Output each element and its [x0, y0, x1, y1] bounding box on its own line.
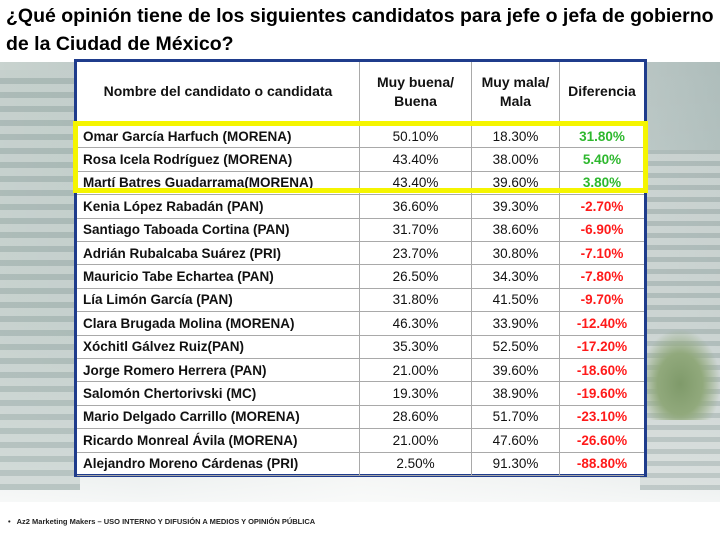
bad-opinion-cell: 39.30% — [472, 195, 560, 218]
header-name: Nombre del candidato o candidata — [77, 62, 360, 122]
table-row: Mauricio Tabe Echartea (PAN) 26.50% 34.30%… — [77, 265, 644, 289]
table-row: Adrián Rubalcaba Suárez (PRI) 23.70% 30.80… — [77, 242, 644, 266]
bad-opinion-cell: 30.80% — [472, 242, 560, 265]
candidate-name-cell: Clara Brugada Molina (MORENA) — [77, 312, 360, 335]
header-name-label: Nombre del candidato o candidata — [103, 83, 333, 99]
table-row: Ricardo Monreal Ávila (MORENA) 21.00% 47.6… — [77, 429, 644, 453]
table-row: Santiago Taboada Cortina (PAN) 31.70% 38.6… — [77, 218, 644, 242]
bad-opinion-cell: 41.50% — [472, 288, 560, 312]
bad-opinion-cell: 18.30% — [472, 125, 560, 148]
header-bad: Muy mala/ Mala — [472, 62, 560, 122]
header-good-label: Muy buena/ Buena — [377, 73, 454, 111]
header-good-line2: Buena — [394, 92, 437, 109]
slide-title: ¿Qué opinión tiene de los siguientes can… — [6, 5, 714, 55]
bad-opinion-cell: 33.90% — [472, 312, 560, 335]
table-row: Lía Limón García (PAN) 31.80% 41.50% -9.70% — [77, 288, 644, 313]
table-row: Kenia López Rabadán (PAN) 36.60% 39.30% -2.… — [77, 195, 644, 219]
difference-cell: -26.60% — [576, 432, 628, 448]
good-opinion-cell: 43.40% — [360, 148, 472, 171]
background-building-left — [0, 70, 80, 490]
good-opinion-cell: 50.10% — [360, 125, 472, 148]
footer-text: Az2 Marketing Makers – USO INTERNO Y DIF… — [16, 517, 316, 526]
header-good-line1: Muy buena/ — [376, 73, 454, 90]
header-diff-label: Diferencia — [568, 83, 636, 99]
candidate-name-cell: Xóchitl Gálvez Ruiz(PAN) — [77, 335, 360, 358]
good-opinion-cell: 23.70% — [360, 242, 472, 265]
bad-opinion-cell: 47.60% — [472, 429, 560, 452]
difference-cell: -12.40% — [576, 315, 628, 331]
header-good: Muy buena/ Buena — [360, 62, 472, 122]
good-opinion-cell: 21.00% — [360, 359, 472, 382]
difference-cell: 5.40% — [582, 152, 622, 168]
good-opinion-cell: 31.70% — [360, 218, 472, 241]
good-opinion-cell: 2.50% — [360, 452, 472, 475]
candidate-name-cell: Ricardo Monreal Ávila (MORENA) — [77, 429, 360, 452]
bad-opinion-cell: 34.30% — [472, 265, 560, 288]
bad-opinion-cell: 91.30% — [472, 452, 560, 475]
footer-bullet: • — [8, 517, 11, 526]
table-row: Omar García Harfuch (MORENA) 50.10% 18.30%… — [77, 125, 644, 149]
background-building-right — [640, 150, 720, 490]
difference-cell: -88.80% — [576, 456, 628, 472]
difference-cell: 3.80% — [582, 175, 622, 191]
candidate-name-cell: Mauricio Tabe Echartea (PAN) — [77, 265, 360, 288]
table-row: Jorge Romero Herrera (PAN) 21.00% 39.60% -1… — [77, 359, 644, 383]
candidate-name-cell: Omar García Harfuch (MORENA) — [77, 125, 360, 148]
bad-opinion-cell: 39.60% — [472, 359, 560, 382]
footer-note: • Az2 Marketing Makers – USO INTERNO Y DI… — [8, 517, 315, 526]
header-diff: Diferencia — [560, 62, 644, 122]
candidate-name-cell: Jorge Romero Herrera (PAN) — [77, 359, 360, 382]
candidate-name-cell: Santiago Taboada Cortina (PAN) — [77, 218, 360, 241]
difference-cell: -23.10% — [576, 409, 628, 425]
good-opinion-cell: 28.60% — [360, 405, 472, 429]
table-row: Mario Delgado Carrillo (MORENA) 28.60% 51.… — [77, 405, 644, 430]
bad-opinion-cell: 52.50% — [472, 335, 560, 358]
table-row: Rosa Icela Rodríguez (MORENA) 43.40% 38.00… — [77, 148, 644, 172]
difference-cell: -7.10% — [580, 245, 624, 261]
good-opinion-cell: 31.80% — [360, 288, 472, 312]
bad-opinion-cell: 38.60% — [472, 218, 560, 241]
candidate-name-cell: Alejandro Moreno Cárdenas (PRI) — [77, 452, 360, 475]
bad-opinion-cell: 51.70% — [472, 405, 560, 429]
difference-cell: -7.80% — [580, 269, 624, 285]
good-opinion-cell: 36.60% — [360, 195, 472, 218]
candidates-table: Nombre del candidato o candidata Muy bue… — [74, 59, 647, 477]
difference-cell: -9.70% — [580, 292, 624, 308]
candidate-name-cell: Rosa Icela Rodríguez (MORENA) — [77, 148, 360, 171]
difference-cell: -17.20% — [576, 339, 628, 355]
good-opinion-cell: 21.00% — [360, 429, 472, 452]
difference-cell: -18.60% — [576, 362, 628, 378]
bad-opinion-cell: 38.00% — [472, 148, 560, 171]
table-row: Salomón Chertorivski (MC) 19.30% 38.90% -19… — [77, 382, 644, 406]
good-opinion-cell: 46.30% — [360, 312, 472, 335]
header-bad-line1: Muy mala/ — [481, 73, 550, 90]
table-row: Clara Brugada Molina (MORENA) 46.30% 33.90… — [77, 312, 644, 336]
bad-opinion-cell: 38.90% — [472, 382, 560, 405]
difference-cell: -6.90% — [580, 222, 624, 238]
candidate-name-cell: Lía Limón García (PAN) — [77, 288, 360, 312]
header-bad-line2: Mala — [499, 92, 532, 109]
table-row: Martí Batres Guadarrama(MORENA) 43.40% 39.… — [77, 171, 644, 196]
background-tree — [640, 330, 720, 420]
header-bad-label: Muy mala/ Mala — [482, 73, 550, 111]
candidate-name-cell: Martí Batres Guadarrama(MORENA) — [77, 171, 360, 195]
difference-cell: -2.70% — [580, 198, 624, 214]
difference-cell: -19.60% — [576, 386, 628, 402]
candidate-name-cell: Mario Delgado Carrillo (MORENA) — [77, 405, 360, 429]
bad-opinion-cell: 39.60% — [472, 171, 560, 195]
good-opinion-cell: 26.50% — [360, 265, 472, 288]
candidate-name-cell: Salomón Chertorivski (MC) — [77, 382, 360, 405]
table-row: Alejandro Moreno Cárdenas (PRI) 2.50% 91.3… — [77, 452, 644, 476]
table-row: Xóchitl Gálvez Ruiz(PAN) 35.30% 52.50% -17.… — [77, 335, 644, 359]
candidate-name-cell: Kenia López Rabadán (PAN) — [77, 195, 360, 218]
good-opinion-cell: 43.40% — [360, 171, 472, 195]
candidate-name-cell: Adrián Rubalcaba Suárez (PRI) — [77, 242, 360, 265]
difference-cell: 31.80% — [579, 128, 625, 144]
good-opinion-cell: 35.30% — [360, 335, 472, 358]
good-opinion-cell: 19.30% — [360, 382, 472, 405]
